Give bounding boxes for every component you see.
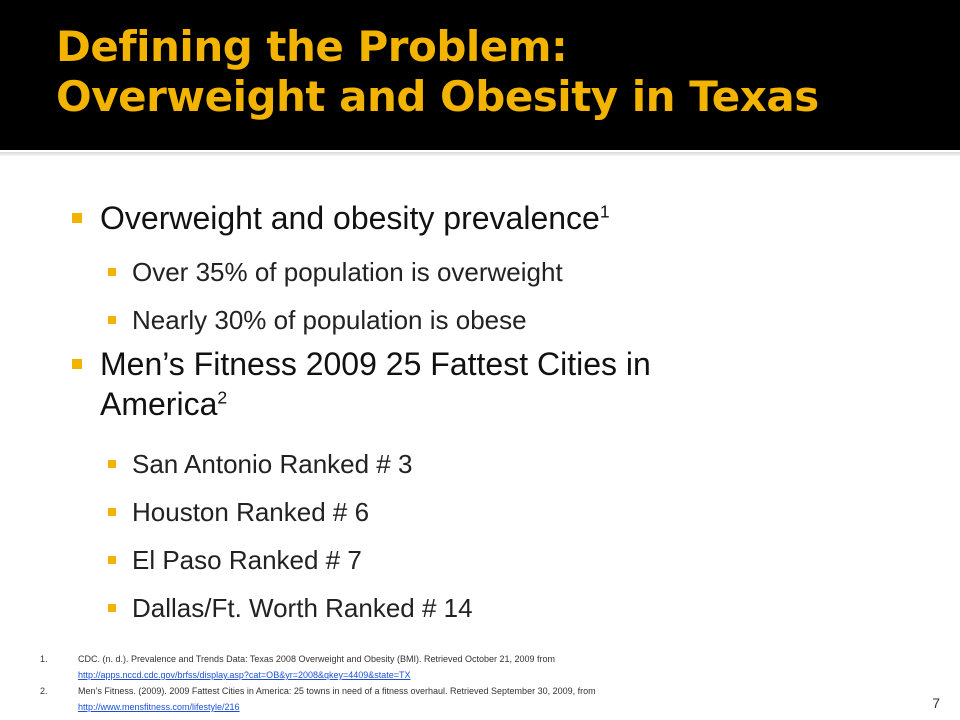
slide-number: 7 [932, 695, 940, 711]
footnote-text: Men’s Fitness. (2009). 2009 Fattest Citi… [78, 683, 878, 715]
footnote-link[interactable]: http://apps.nccd.cdc.gov/brfss/display.a… [78, 670, 411, 680]
footnote-1: 1. CDC. (n. d.). Prevalence and Trends D… [40, 651, 900, 683]
square-bullet-icon [108, 508, 116, 516]
footnote-number: 2. [40, 686, 48, 696]
title-bar: Defining the Problem: Overweight and Obe… [0, 0, 960, 150]
footnote-citation: CDC. (n. d.). Prevalence and Trends Data… [78, 654, 556, 664]
footnote-2: 2. Men’s Fitness. (2009). 2009 Fattest C… [40, 683, 900, 715]
footnote-ref-2: 2 [217, 387, 228, 408]
footnote-number: 1. [40, 654, 48, 664]
slide-title-line-2: Overweight and Obesity in Texas [56, 72, 819, 121]
square-bullet-icon [108, 556, 116, 564]
bullet-prevalence-label: Overweight and obesity prevalence [100, 200, 600, 236]
footnote-text: CDC. (n. d.). Prevalence and Trends Data… [78, 651, 878, 683]
square-bullet-icon [108, 316, 116, 324]
sub-bullet-text: Over 35% of population is overweight [132, 257, 563, 287]
square-bullet-icon [72, 359, 82, 369]
square-bullet-icon [108, 460, 116, 468]
footnote-citation: Men’s Fitness. (2009). 2009 Fattest Citi… [78, 686, 596, 696]
bullet-fattest-cities-line-1: Men’s Fitness 2009 25 Fattest Cities in [100, 346, 651, 382]
slide-title-line-1: Defining the Problem: [56, 22, 568, 71]
sub-bullet-text: Dallas/Ft. Worth Ranked # 14 [132, 593, 473, 623]
sub-bullet-text: San Antonio Ranked # 3 [132, 449, 413, 479]
footnotes: 1. CDC. (n. d.). Prevalence and Trends D… [40, 651, 900, 715]
square-bullet-icon [72, 213, 82, 223]
sub-bullet-text: Houston Ranked # 6 [132, 497, 370, 527]
footnote-link[interactable]: http://www.mensfitness.com/lifestyle/216 [78, 702, 240, 712]
square-bullet-icon [108, 604, 116, 612]
sub-bullet-text: El Paso Ranked # 7 [132, 545, 362, 575]
bullet-text: Men’s Fitness 2009 25 Fattest Cities in … [100, 344, 860, 424]
bullet-text: Overweight and obesity prevalence1 [100, 198, 860, 238]
sub-bullet-text: Nearly 30% of population is obese [132, 305, 527, 335]
footnote-ref-1: 1 [599, 201, 610, 222]
bullet-fattest-cities-line-2: America [100, 386, 218, 422]
title-divider [0, 152, 960, 156]
slide-title: Defining the Problem: Overweight and Obe… [56, 22, 936, 122]
square-bullet-icon [108, 268, 116, 276]
